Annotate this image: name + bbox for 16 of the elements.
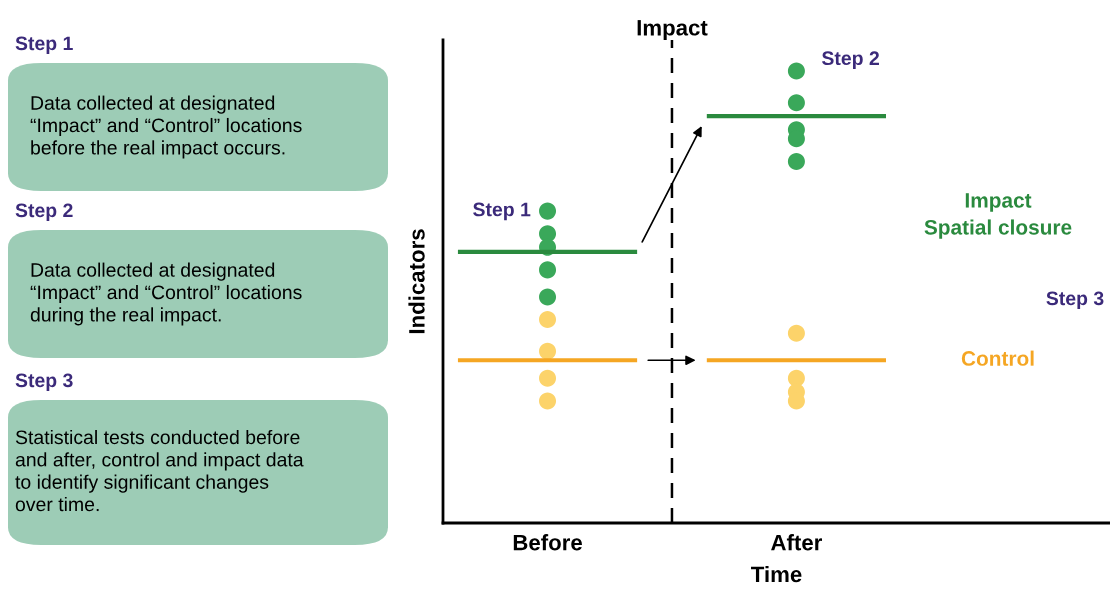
- ref-line-label: Impact Spatial closure: [924, 193, 1072, 239]
- text: Step 2: [15, 203, 73, 222]
- ref-line-label: Control: [961, 350, 1034, 366]
- text: Data collected at designated “Impact” and “Control” locations during the real impact.: [30, 262, 302, 326]
- annotation: Step 2: [821, 51, 879, 69]
- annotation: Step 3: [1046, 291, 1104, 310]
- y-axis-title: Indicators: [408, 229, 425, 334]
- x-axis-title: Time: [751, 565, 802, 583]
- text: Statistical tests conducted before and after, control and impact data to identify significant changes over time.: [15, 429, 304, 512]
- x-tick-label: After: [771, 534, 822, 551]
- text: Step 3: [15, 373, 73, 392]
- text: Data collected at designated “Impact” and “Control” locations before the real impact occurs.: [30, 95, 302, 159]
- annotation: Step 1: [473, 202, 531, 221]
- text: Step 1: [15, 36, 73, 55]
- x-tick-label: Before: [513, 534, 582, 551]
- text: Impact: [637, 20, 708, 40]
